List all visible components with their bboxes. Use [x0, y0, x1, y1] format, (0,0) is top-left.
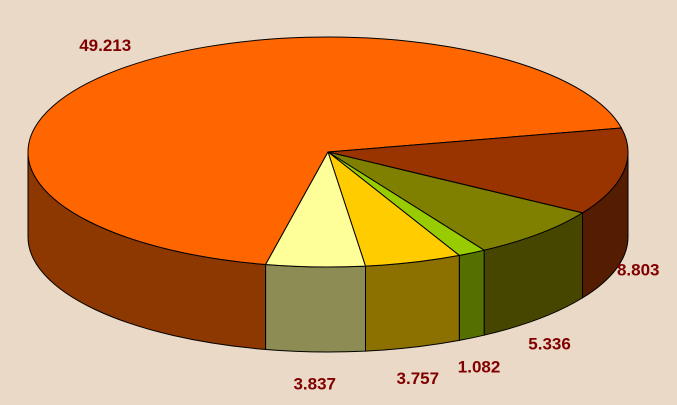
- data-labels: 49.213 8.803 5.336 1.082 3.757 3.837: [79, 36, 659, 393]
- data-label: 8.803: [617, 260, 660, 279]
- data-label: 3.757: [397, 369, 440, 388]
- data-label: 49.213: [79, 36, 131, 55]
- pie-slice: [327, 127, 629, 214]
- pie-sides: [27, 151, 629, 353]
- pie-slice-side: [364, 254, 460, 352]
- data-label: 5.336: [528, 335, 571, 354]
- pie-slice-side: [265, 263, 366, 353]
- pie-slice: [27, 36, 622, 265]
- pie-slice: [327, 151, 584, 251]
- data-label: 3.837: [293, 374, 336, 393]
- pie-slice-side: [458, 249, 485, 341]
- data-label: 1.082: [458, 358, 501, 377]
- pie-slice: [265, 151, 366, 268]
- pie-tops: [27, 36, 629, 268]
